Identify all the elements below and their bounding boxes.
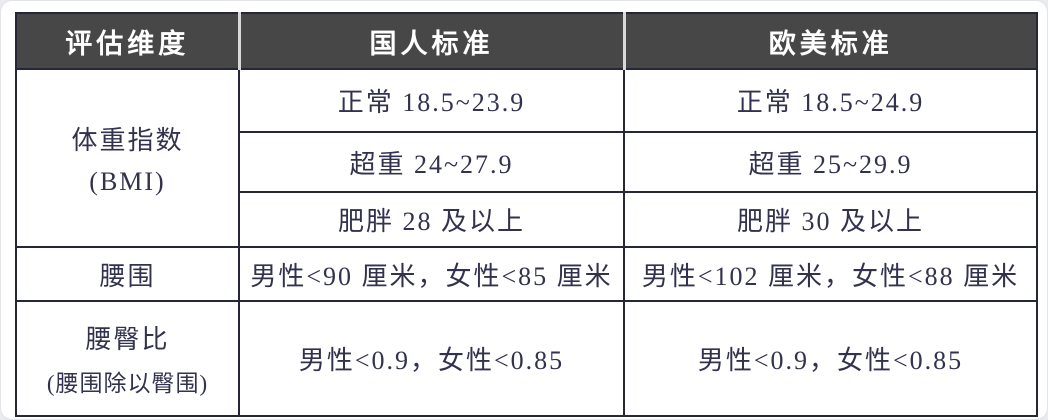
- cell-waist-west: 男性<102 厘米，女性<88 厘米: [623, 246, 1038, 302]
- cell-waist-cn: 男性<90 厘米，女性<85 厘米: [238, 246, 625, 302]
- table-row: 腰臀比 (腰围除以臀围) 男性<0.9，女性<0.85 男性<0.9，女性<0.…: [15, 300, 1038, 417]
- cell-bmi-normal-west: 正常 18.5~24.9: [623, 68, 1038, 133]
- whr-dimension-line2: (腰围除以臀围): [46, 371, 209, 396]
- cell-whr-cn: 男性<0.9，女性<0.85: [238, 300, 625, 417]
- table-row: 腰围 男性<90 厘米，女性<85 厘米 男性<102 厘米，女性<88 厘米: [15, 246, 1038, 302]
- bmi-dimension-line2: (BMI): [89, 166, 166, 196]
- standards-table: 评估维度 国人标准 欧美标准 体重指数 (BMI) 正常 18.5~23.9 正…: [15, 12, 1038, 417]
- header-cell-western-standard: 欧美标准: [622, 12, 1038, 70]
- bmi-dimension-line1: 体重指数: [71, 125, 184, 155]
- table-row: 超重 24~27.9 超重 25~29.9: [16, 131, 1038, 193]
- cell-bmi-normal-cn: 正常 18.5~23.9: [238, 68, 625, 133]
- header-cell-dimension: 评估维度: [15, 12, 240, 70]
- cell-bmi-overweight-cn: 超重 24~27.9: [238, 131, 625, 193]
- header-row: 评估维度 国人标准 欧美标准: [15, 12, 1038, 70]
- cell-bmi-obese-cn: 肥胖 28 及以上: [238, 191, 625, 248]
- whr-dimension-line1: 腰臀比: [85, 325, 170, 354]
- cell-waist-dimension: 腰围: [15, 246, 240, 302]
- cell-bmi-obese-west: 肥胖 30 及以上: [623, 191, 1038, 248]
- cell-whr-dimension: 腰臀比 (腰围除以臀围): [15, 300, 240, 417]
- table-row: 肥胖 28 及以上 肥胖 30 及以上: [16, 191, 1038, 248]
- cell-whr-west: 男性<0.9，女性<0.85: [623, 300, 1038, 417]
- table-row: 体重指数 (BMI) 正常 18.5~23.9 正常 18.5~24.9: [15, 68, 1038, 248]
- cell-bmi-overweight-west: 超重 25~29.9: [623, 131, 1038, 193]
- header-cell-chinese-standard: 国人标准: [237, 12, 625, 70]
- cell-bmi-dimension: 体重指数 (BMI): [15, 68, 240, 248]
